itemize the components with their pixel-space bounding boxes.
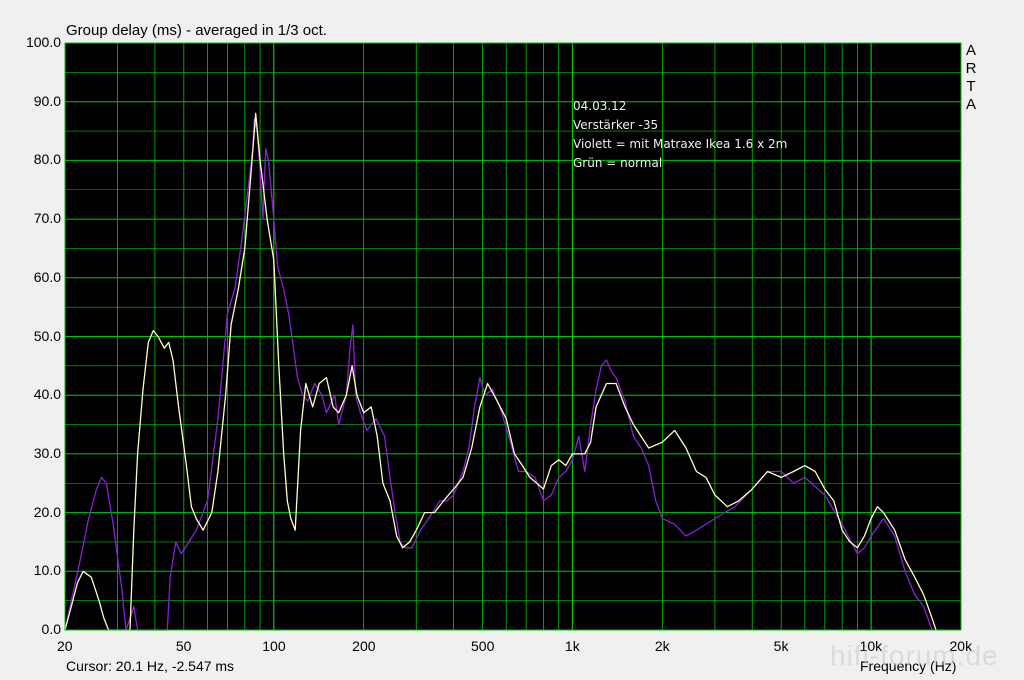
plot-border (64, 42, 962, 631)
annotation-line: Violett = mit Matraxe Ikea 1.6 x 2m (573, 137, 787, 151)
y-tick-label: 20.0 (33, 503, 61, 520)
y-tick-label: 40.0 (33, 386, 61, 403)
x-tick-label: 1k (564, 638, 580, 654)
x-tick-label: 20k (949, 638, 973, 654)
cursor-readout: Cursor: 20.1 Hz, -2.547 ms (66, 658, 235, 674)
y-tick-label: 30.0 (33, 444, 61, 461)
brand-letter: T (966, 78, 976, 95)
watermark: hifi-forum.de (830, 640, 999, 671)
x-tick-label: 200 (352, 638, 376, 654)
annotation-line: 04.03.12 (573, 99, 626, 113)
grid (65, 43, 961, 630)
series-violet-line (64, 118, 933, 631)
y-tick-label: 80.0 (33, 151, 61, 168)
y-tick-label: 10.0 (33, 562, 61, 579)
brand-letter: A (965, 42, 976, 59)
y-tick-label: 0.0 (41, 621, 61, 637)
x-tick-label: 2k (654, 638, 670, 654)
annotation-line: Grün = normal (573, 156, 662, 170)
y-tick-label: 100.0 (25, 34, 61, 50)
brand-letter: R (965, 60, 977, 77)
x-tick-label: 10k (859, 638, 883, 654)
y-tick-label: 60.0 (33, 268, 61, 285)
annotation-line: Verstärker -35 (573, 118, 658, 132)
y-tick-label: 50.0 (33, 327, 61, 344)
series-group (64, 112, 937, 631)
brand-letter: A (965, 96, 976, 113)
y-tick-label: 90.0 (33, 92, 61, 109)
series-yellow-line (64, 112, 937, 631)
x-tick-label: 500 (471, 638, 495, 654)
annotation: 04.03.12 Verstärker -35 Violett = mit Matr… (573, 99, 787, 170)
chart-title: Group delay (ms) - averaged in 1/3 oct. (66, 22, 327, 39)
x-axis-title: Frequency (Hz) (860, 658, 957, 674)
x-tick-label: 20 (57, 638, 73, 654)
x-tick-label: 100 (262, 638, 286, 654)
y-tick-label: 70.0 (33, 210, 61, 227)
x-tick-label: 5k (773, 638, 789, 654)
x-tick-label: 50 (175, 638, 192, 654)
